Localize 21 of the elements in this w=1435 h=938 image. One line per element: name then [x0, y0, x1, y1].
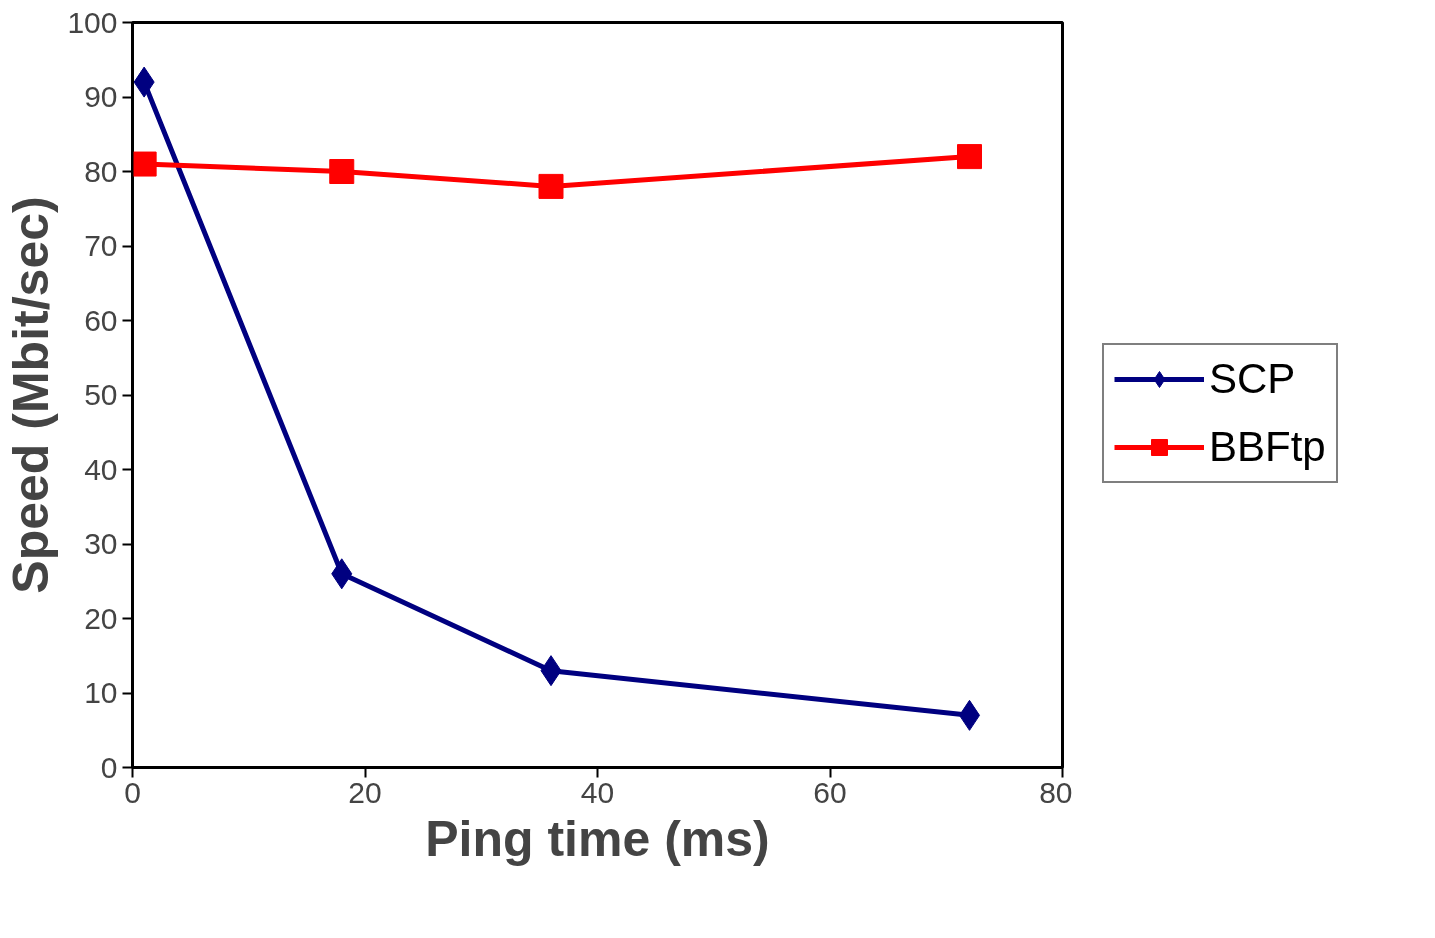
x-tick-label: 40	[580, 775, 615, 809]
y-tick-label: 70	[84, 229, 118, 262]
legend-label: SCP	[1209, 355, 1296, 403]
x-tick-label: 0	[124, 775, 141, 809]
y-tick-label: 60	[84, 303, 118, 337]
y-tick-label: 80	[84, 154, 118, 188]
x-tick-label: 80	[1039, 775, 1073, 809]
y-tick-label: 50	[84, 378, 118, 411]
y-tick-label: 100	[67, 5, 118, 39]
y-tick-label: 0	[100, 750, 118, 784]
y-tick-label: 40	[84, 452, 118, 486]
point	[957, 144, 982, 170]
x-axis-title: Ping time (ms)	[425, 810, 770, 867]
y-tick-label: 90	[84, 80, 118, 113]
legend-label: BBFtp	[1209, 423, 1326, 471]
y-tick-label: 30	[84, 527, 118, 560]
y-axis-title: Speed (Mbit/sec)	[3, 196, 60, 594]
y-tick-label: 10	[84, 676, 118, 709]
x-tick-label: 60	[813, 775, 847, 809]
x-tick-label: 20	[348, 775, 382, 809]
y-tick-label: 20	[84, 601, 118, 635]
